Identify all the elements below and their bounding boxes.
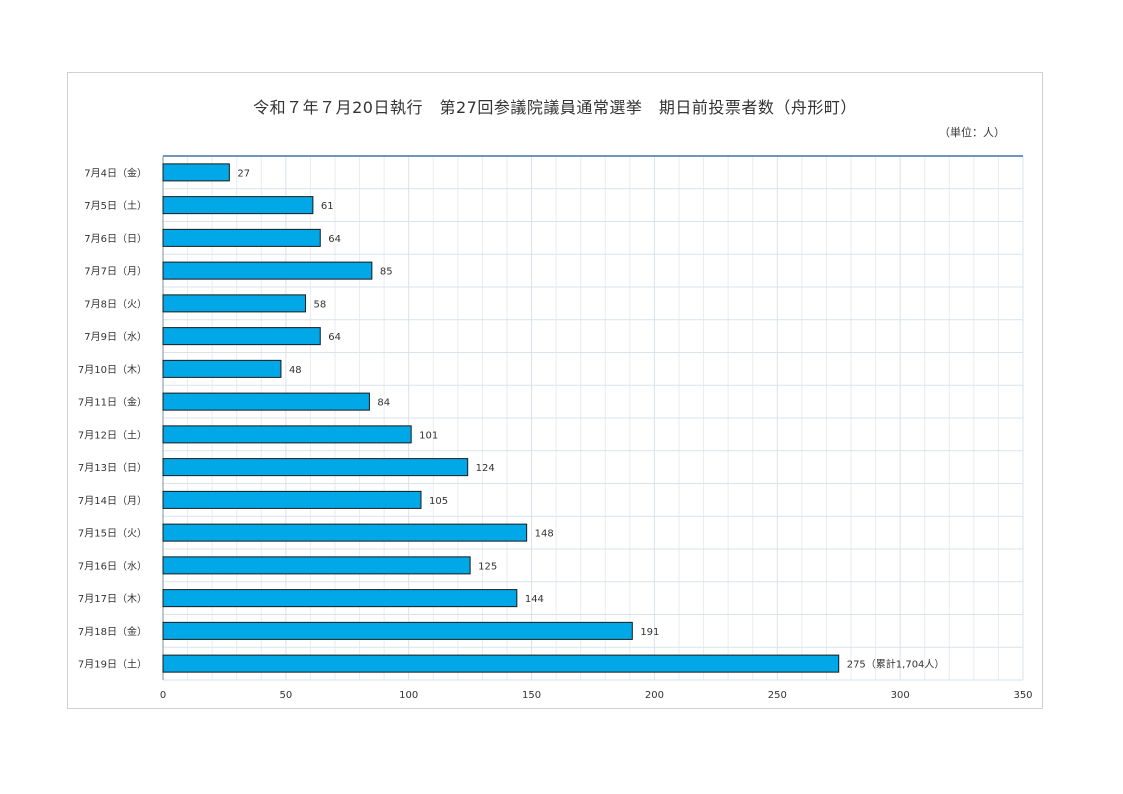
bar bbox=[162, 589, 518, 608]
x-tick-label: 250 bbox=[768, 690, 787, 701]
bar bbox=[162, 490, 422, 509]
data-label: 105 bbox=[429, 496, 448, 507]
x-tick-label: 150 bbox=[522, 690, 541, 701]
data-label: 275（累計1,704人） bbox=[847, 658, 945, 671]
category-label: 7月8日（火） bbox=[84, 298, 147, 310]
category-label: 7月4日（金） bbox=[84, 166, 147, 179]
bar bbox=[162, 425, 412, 444]
data-label: 85 bbox=[380, 267, 393, 278]
category-label: 7月13日（日） bbox=[78, 462, 147, 474]
bar bbox=[162, 196, 314, 215]
bar bbox=[162, 327, 321, 346]
bar bbox=[162, 261, 373, 280]
chart-title: 令和７年７月20日執行 第27回参議院議員通常選挙 期日前投票者数（舟形町） bbox=[253, 98, 857, 117]
bar bbox=[162, 654, 840, 673]
x-tick-label: 300 bbox=[891, 690, 910, 701]
x-tick-label: 350 bbox=[1013, 690, 1032, 701]
bar bbox=[162, 359, 282, 378]
x-tick-label: 50 bbox=[279, 690, 292, 701]
category-label: 7月12日（土） bbox=[78, 428, 147, 441]
data-label: 64 bbox=[328, 332, 341, 343]
chart-frame bbox=[67, 72, 1043, 709]
bar bbox=[162, 294, 307, 313]
category-label: 7月18日（金） bbox=[78, 625, 147, 638]
category-label: 7月6日（日） bbox=[84, 233, 147, 245]
data-label: 48 bbox=[289, 365, 302, 376]
category-label: 7月11日（金） bbox=[78, 396, 147, 409]
bar bbox=[162, 523, 528, 542]
data-label: 27 bbox=[237, 168, 250, 179]
x-tick-label: 100 bbox=[399, 690, 418, 701]
category-label: 7月19日（土） bbox=[78, 658, 147, 671]
bar bbox=[162, 392, 370, 411]
data-label: 191 bbox=[640, 627, 659, 638]
category-label: 7月9日（水） bbox=[84, 331, 147, 343]
data-label: 101 bbox=[419, 430, 438, 441]
category-label: 7月17日（木） bbox=[78, 593, 147, 605]
x-tick-label: 200 bbox=[645, 690, 664, 701]
category-label: 7月16日（水） bbox=[78, 560, 147, 572]
data-label: 124 bbox=[476, 463, 495, 474]
data-label: 144 bbox=[525, 594, 544, 605]
data-label: 58 bbox=[314, 299, 327, 310]
category-label: 7月15日（火） bbox=[78, 528, 147, 540]
bar bbox=[162, 458, 469, 477]
category-label: 7月7日（月） bbox=[84, 266, 147, 278]
data-label: 125 bbox=[478, 561, 497, 572]
category-label: 7月5日（土） bbox=[84, 199, 147, 212]
bar bbox=[162, 556, 471, 575]
category-label: 7月14日（月） bbox=[78, 495, 147, 507]
data-label: 64 bbox=[328, 234, 341, 245]
bar bbox=[162, 621, 633, 640]
data-label: 148 bbox=[535, 529, 554, 540]
bar bbox=[162, 228, 321, 247]
unit-label: （単位：人） bbox=[939, 126, 1005, 139]
data-label: 61 bbox=[321, 201, 334, 212]
x-tick-label: 0 bbox=[160, 690, 166, 701]
category-label: 7月10日（木） bbox=[78, 364, 147, 376]
bar bbox=[162, 163, 230, 182]
data-label: 84 bbox=[377, 398, 390, 409]
